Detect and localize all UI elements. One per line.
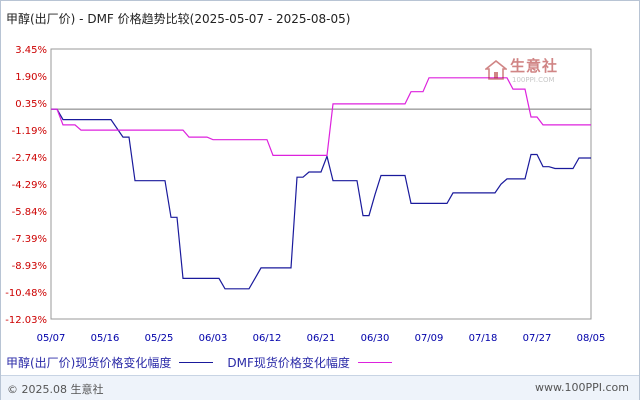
y-tick-label: 0.35% — [15, 99, 47, 110]
website-link[interactable]: www.100PPI.com — [535, 381, 629, 394]
x-tick-label: 05/16 — [91, 333, 120, 344]
x-tick-label: 05/07 — [37, 333, 66, 344]
y-tick-label: -2.74% — [12, 153, 47, 164]
y-tick-label: -12.03% — [5, 315, 47, 326]
axes — [50, 48, 592, 320]
y-tick-label: -7.39% — [12, 234, 47, 245]
y-tick-label: 3.45% — [15, 45, 47, 56]
y-tick-label: -10.48% — [5, 288, 47, 299]
watermark-logo: 生意社 100PPI.COM — [485, 55, 558, 84]
series-line-methanol — [51, 108, 591, 290]
x-tick-label: 05/25 — [145, 333, 174, 344]
copyright-text: © 2025.08 生意社 — [7, 383, 104, 396]
legend: 甲醇(出厂价)现货价格变化幅度 DMF现货价格变化幅度 — [6, 354, 406, 371]
footer-bar: © 2025.08 生意社 www.100PPI.com — [1, 375, 639, 400]
x-tick-label: 06/12 — [253, 333, 282, 344]
legend-label-methanol: 甲醇(出厂价)现货价格变化幅度 — [6, 356, 172, 370]
legend-item-dmf: DMF现货价格变化幅度 — [227, 354, 392, 371]
x-tick-label: 06/21 — [307, 333, 336, 344]
y-tick-label: -5.84% — [12, 207, 47, 218]
house-icon — [485, 59, 507, 80]
y-tick-label: -4.29% — [12, 180, 47, 191]
x-axis-labels: 05/07 05/16 05/25 06/03 06/12 06/21 06/30 07/09… — [37, 333, 606, 344]
series-layer — [51, 77, 591, 290]
x-tick-label: 08/05 — [577, 333, 606, 344]
y-axis-labels: 3.45% 1.90% 0.35% -1.19% -2.74% -4.29% -5.84% -… — [5, 45, 47, 326]
x-tick-label: 07/18 — [469, 333, 498, 344]
watermark-subtext: 100PPI.COM — [512, 76, 555, 84]
plot-area — [50, 48, 592, 320]
y-tick-label: 1.90% — [15, 72, 47, 83]
x-tick-label: 07/27 — [523, 333, 552, 344]
line-chart: 3.45% 1.90% 0.35% -1.19% -2.74% -4.29% -5.84% -… — [5, 45, 606, 344]
legend-item-methanol: 甲醇(出厂价)现货价格变化幅度 — [6, 354, 214, 371]
legend-line-dmf — [357, 362, 392, 363]
watermark-text: 生意社 — [510, 57, 559, 75]
y-tick-label: -8.93% — [12, 261, 47, 272]
y-tick-label: -1.19% — [12, 126, 47, 137]
legend-label-dmf: DMF现货价格变化幅度 — [227, 356, 350, 370]
x-tick-label: 06/03 — [199, 333, 228, 344]
x-tick-label: 06/30 — [361, 333, 390, 344]
x-tick-label: 07/09 — [415, 333, 444, 344]
chart-title: 甲醇(出厂价) - DMF 价格趋势比较(2025-05-07 - 2025-0… — [6, 12, 351, 26]
series-line-dmf — [51, 77, 591, 156]
legend-line-methanol — [179, 362, 214, 363]
